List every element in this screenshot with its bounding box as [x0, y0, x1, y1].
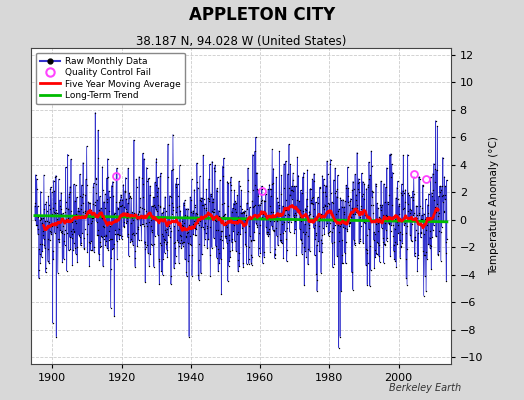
Title: 38.187 N, 94.028 W (United States): 38.187 N, 94.028 W (United States)	[136, 35, 346, 48]
Text: APPLETON CITY: APPLETON CITY	[189, 6, 335, 24]
Y-axis label: Temperature Anomaly (°C): Temperature Anomaly (°C)	[488, 136, 499, 276]
Legend: Raw Monthly Data, Quality Control Fail, Five Year Moving Average, Long-Term Tren: Raw Monthly Data, Quality Control Fail, …	[36, 52, 185, 104]
Text: Berkeley Earth: Berkeley Earth	[389, 383, 461, 393]
